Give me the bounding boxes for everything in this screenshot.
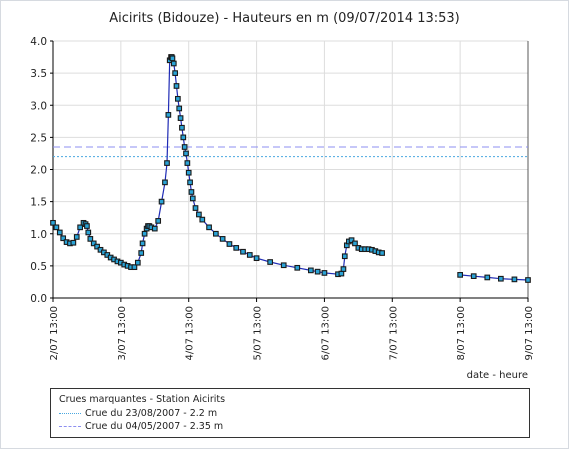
- data-point: [183, 150, 189, 157]
- data-point: [187, 179, 193, 186]
- data-point: [340, 266, 347, 272]
- y-tick-label: 1.5: [30, 197, 47, 209]
- data-point: [94, 243, 100, 250]
- y-tick-label: 4.0: [30, 36, 47, 48]
- data-point: [253, 255, 260, 262]
- y-tick-label: 1.0: [30, 229, 47, 241]
- data-point: [189, 195, 196, 202]
- data-point: [246, 252, 253, 258]
- data-point: [308, 267, 314, 274]
- y-tick-label: 3.0: [30, 100, 47, 112]
- data-point: [196, 211, 202, 218]
- data-point: [165, 112, 172, 118]
- data-point: [511, 276, 518, 283]
- y-tick-label: 0.5: [30, 261, 47, 273]
- data-point: [172, 70, 178, 76]
- data-point: [131, 264, 138, 271]
- data-point: [379, 250, 385, 256]
- x-tick-label: 4/07 13:00: [185, 306, 196, 360]
- data-point: [87, 236, 94, 242]
- data-point: [170, 60, 177, 67]
- data-point: [199, 216, 206, 223]
- y-tick-label: 0.0: [30, 293, 47, 305]
- data-point: [175, 95, 181, 102]
- data-point: [70, 239, 77, 246]
- data-point: [162, 179, 168, 186]
- legend-label: Crue du 04/05/2007 - 2.35 m: [85, 421, 224, 432]
- data-point: [179, 124, 185, 131]
- data-point: [219, 236, 226, 242]
- data-point: [184, 160, 191, 166]
- data-point: [348, 237, 355, 244]
- data-point: [60, 235, 67, 242]
- data-point: [457, 272, 463, 278]
- data-point: [525, 277, 531, 283]
- data-point: [294, 264, 301, 271]
- data-point: [180, 134, 187, 141]
- legend-swatch-dotted: [59, 413, 81, 414]
- data-point: [226, 241, 233, 247]
- x-tick-label: 8/07 13:00: [456, 306, 467, 360]
- data-point: [138, 250, 145, 256]
- data-point: [177, 115, 184, 121]
- legend-item-crue-2007-08: Crue du 23/08/2007 - 2.2 m: [59, 408, 217, 420]
- data-point: [139, 240, 146, 247]
- data-point: [314, 268, 321, 275]
- legend-title: Crues marquantes - Station Aicirits: [59, 394, 226, 405]
- x-tick-label: 9/07 13:00: [524, 306, 535, 360]
- data-point: [77, 224, 83, 231]
- x-axis-label: date - heure: [467, 370, 528, 381]
- data-point: [206, 224, 212, 231]
- data-point: [155, 218, 162, 224]
- data-point: [90, 240, 97, 247]
- chart-title: Aicirits (Bidouze) - Hauteurs en m (09/0…: [109, 11, 460, 26]
- x-tick-label: 2/07 13:00: [49, 306, 60, 360]
- data-point: [321, 270, 328, 276]
- legend-label: Crue du 23/08/2007 - 2.2 m: [85, 408, 218, 419]
- data-point: [185, 169, 192, 176]
- data-point: [73, 234, 80, 240]
- legend: Crues marquantes - Station Aicirits Crue…: [50, 388, 530, 438]
- data-point: [470, 273, 477, 280]
- data-point: [134, 259, 141, 266]
- data-point: [173, 83, 180, 89]
- data-point: [151, 225, 158, 232]
- data-point: [338, 270, 345, 277]
- data-point: [352, 240, 358, 247]
- data-point: [498, 275, 504, 282]
- y-tick-label: 3.5: [30, 68, 47, 80]
- x-tick-label: 3/07 13:00: [117, 306, 128, 360]
- data-point: [85, 229, 92, 236]
- data-point: [176, 105, 183, 112]
- x-tick-label: 6/07 13:00: [320, 306, 331, 360]
- x-tick-label: 5/07 13:00: [253, 306, 264, 360]
- data-point: [233, 245, 240, 251]
- data-point: [188, 189, 195, 195]
- data-point: [50, 219, 56, 226]
- x-tick-label: 7/07 13:00: [388, 306, 399, 360]
- data-point: [213, 230, 219, 237]
- data-point: [280, 262, 287, 269]
- data-point: [141, 230, 148, 237]
- data-point: [240, 248, 246, 255]
- legend-item-crue-2007-05: Crue du 04/05/2007 - 2.35 m: [59, 421, 223, 433]
- y-tick-label: 2.5: [30, 132, 47, 144]
- data-point: [84, 223, 90, 229]
- data-point: [267, 259, 273, 265]
- data-point: [169, 55, 176, 62]
- data-point: [484, 274, 491, 281]
- data-point: [158, 198, 165, 205]
- legend-swatch-dashed: [59, 426, 81, 427]
- data-point: [181, 144, 188, 150]
- data-point: [341, 253, 348, 260]
- data-point: [164, 160, 170, 166]
- data-point: [56, 229, 63, 236]
- y-tick-label: 2.0: [30, 165, 47, 177]
- data-point: [192, 205, 199, 211]
- data-point: [53, 224, 60, 231]
